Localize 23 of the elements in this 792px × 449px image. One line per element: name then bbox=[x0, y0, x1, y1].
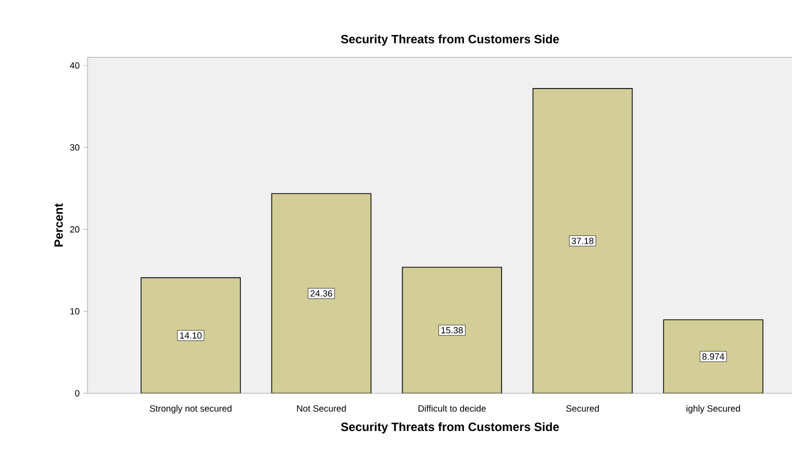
y-tick-label: 40 bbox=[70, 62, 80, 69]
x-tick-label: ighly Secured bbox=[686, 405, 740, 414]
bar bbox=[663, 319, 764, 394]
data-label: 37.18 bbox=[572, 238, 594, 244]
bar bbox=[532, 88, 633, 394]
x-tick-label: Difficult to decide bbox=[418, 405, 486, 412]
x-tick-label: Not Secured bbox=[297, 405, 346, 412]
x-axis-title: Security Threats from Customers Side bbox=[341, 422, 559, 434]
bar bbox=[402, 266, 502, 394]
data-label: 24.36 bbox=[310, 290, 332, 297]
y-tick-label: 0 bbox=[75, 390, 80, 396]
y-tick-label: 20 bbox=[70, 226, 80, 233]
data-label: 8.974 bbox=[702, 353, 724, 360]
data-label: 15.38 bbox=[441, 327, 463, 334]
chart-title: Security Threats from Customers Side bbox=[341, 34, 559, 46]
y-tick-label: 10 bbox=[70, 308, 80, 314]
bar bbox=[271, 193, 372, 394]
y-tick-label: 30 bbox=[70, 144, 80, 151]
y-axis-title: Percent bbox=[54, 203, 63, 246]
x-tick-label: Secured bbox=[566, 405, 599, 412]
data-label: 14.10 bbox=[180, 332, 202, 339]
x-tick-label: Strongly not secured bbox=[150, 405, 232, 414]
bar bbox=[141, 278, 240, 394]
